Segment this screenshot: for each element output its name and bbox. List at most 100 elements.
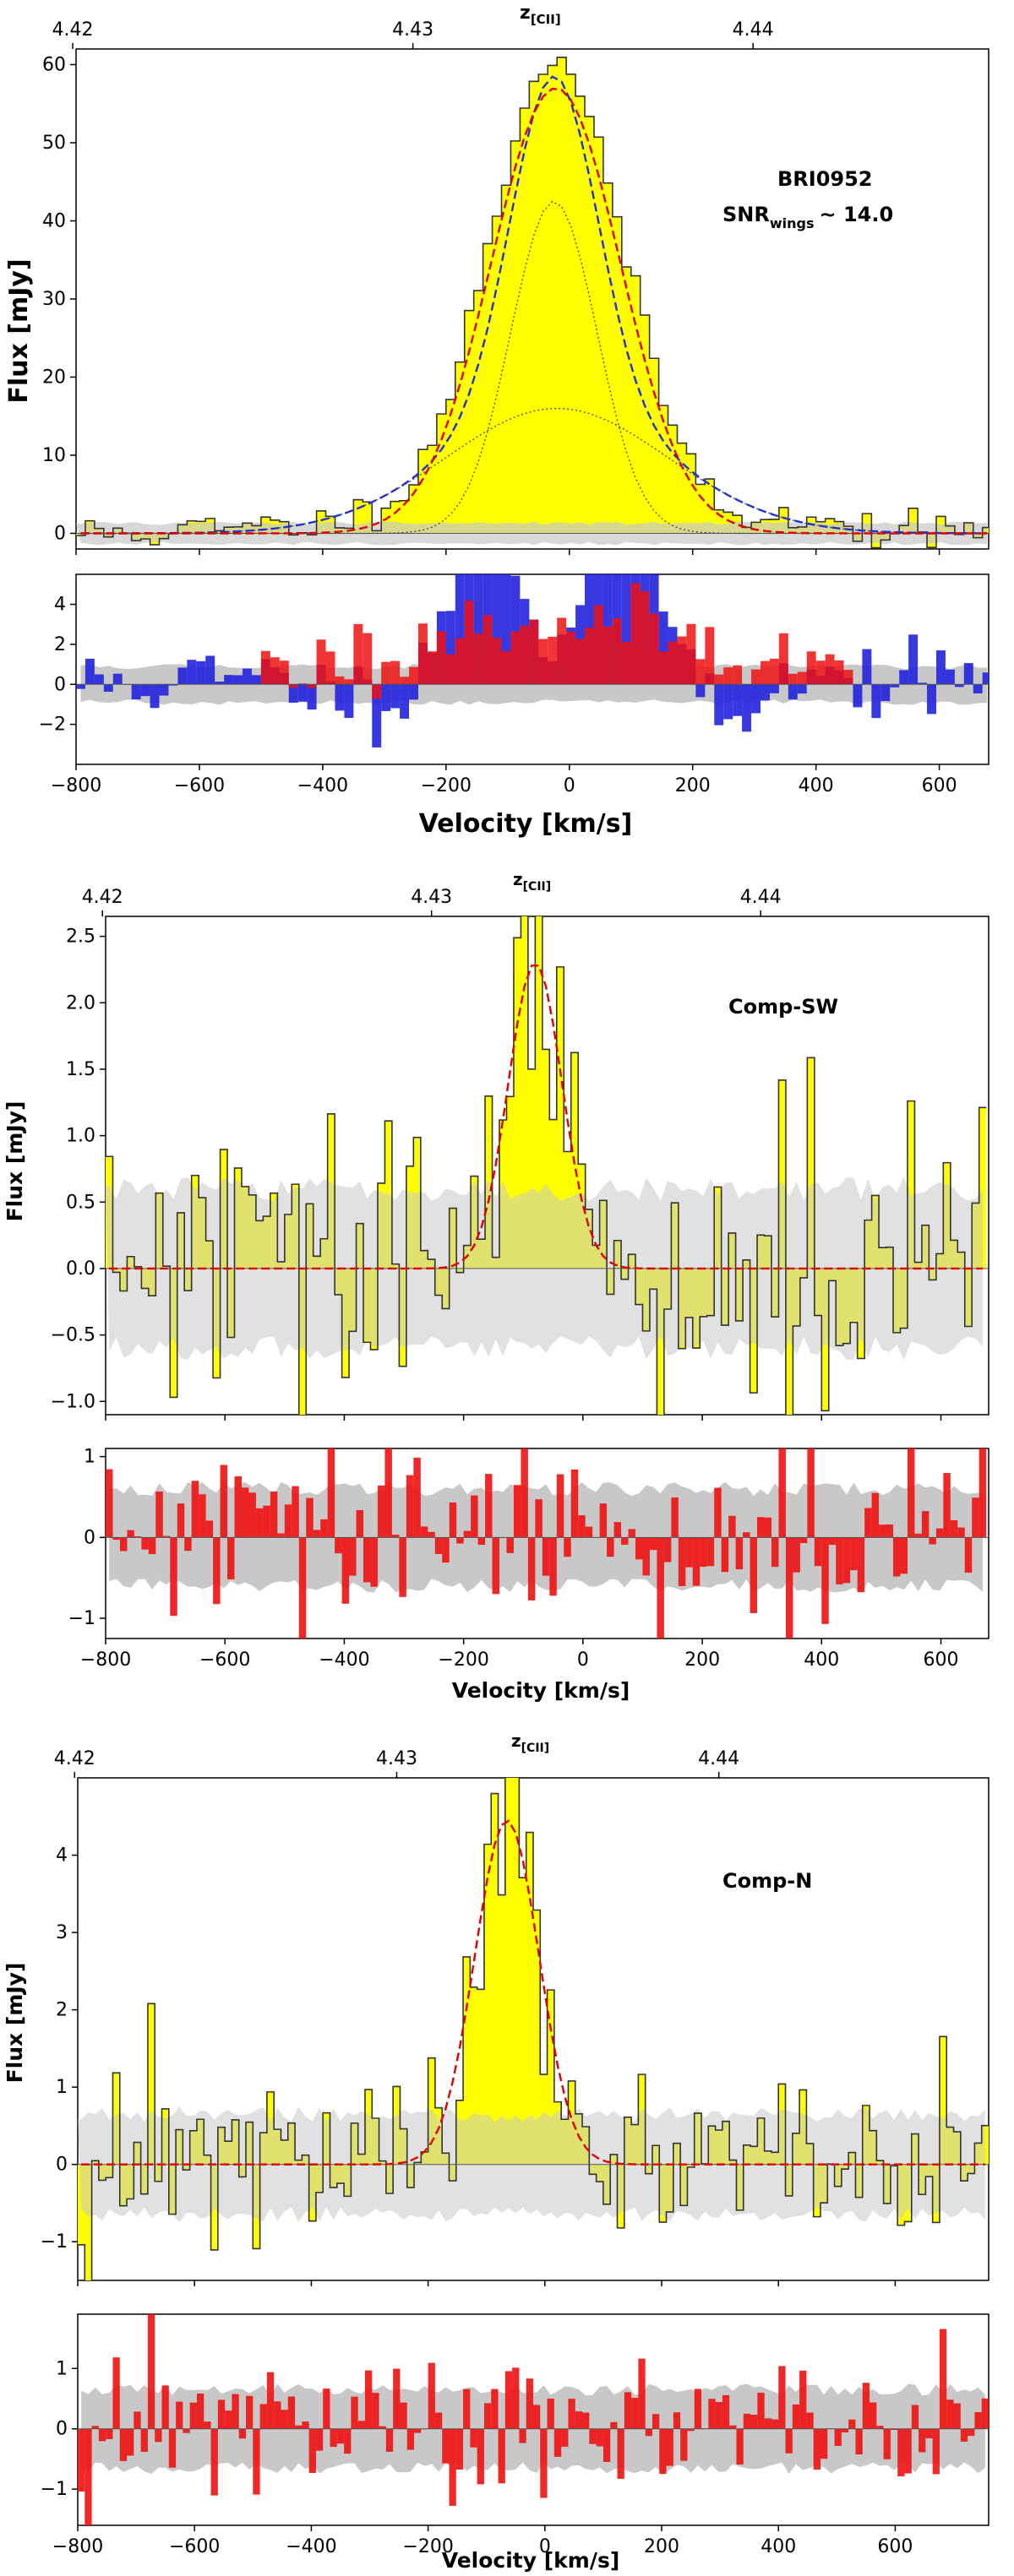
residual-bar xyxy=(694,2389,702,2429)
z-tick-label: 4.43 xyxy=(376,1748,417,1769)
residual-bar xyxy=(813,2428,820,2470)
y-axis-title: Flux [mJy] xyxy=(3,1101,27,1222)
residual-bar xyxy=(220,1465,228,1538)
plot-area xyxy=(78,1778,989,2280)
residual-bar xyxy=(722,2394,730,2429)
residual-bar xyxy=(547,2398,554,2429)
y-tick-label: 20 xyxy=(42,367,66,389)
residual-bar-single-gaussian xyxy=(482,615,493,685)
y-tick-label: −2 xyxy=(39,715,66,736)
residual-bar xyxy=(177,667,188,685)
residual-bar xyxy=(925,2428,933,2438)
residual-bar xyxy=(76,684,85,689)
residual-bar xyxy=(695,684,706,698)
plot-frame xyxy=(75,573,989,765)
residual-bar xyxy=(793,1537,800,1573)
residual-bar-single-gaussian xyxy=(686,623,696,685)
residual-bar xyxy=(434,2412,443,2429)
y-tick-label: 40 xyxy=(42,211,66,232)
residual-bar xyxy=(406,2428,415,2450)
residual-bar-single-gaussian xyxy=(473,633,483,685)
residual-bar xyxy=(356,1509,364,1538)
residual-bar xyxy=(657,1537,664,1639)
residual-bar xyxy=(127,2428,134,2456)
x-tick-label: −600 xyxy=(169,2536,220,2557)
residual-bar xyxy=(932,2428,940,2475)
residual-bar-single-gaussian xyxy=(353,623,363,685)
residual-bar xyxy=(204,2421,211,2429)
residual-bar-single-gaussian xyxy=(445,654,455,685)
residual-bar xyxy=(292,1486,299,1538)
residual-area xyxy=(76,574,989,747)
residual-bar xyxy=(131,684,141,700)
x-tick-label: −800 xyxy=(51,775,101,796)
residual-bar xyxy=(473,574,483,685)
component-label: Comp-SW xyxy=(728,995,838,1019)
residual-bar xyxy=(893,1537,901,1577)
residual-bar xyxy=(964,1537,973,1573)
residual-bar xyxy=(853,684,863,708)
y-tick-label: 60 xyxy=(42,55,66,76)
residual-bar xyxy=(470,2428,477,2448)
residual-bar xyxy=(492,574,502,685)
residual-bar-single-gaussian xyxy=(797,671,807,685)
residual-bar-single-gaussian xyxy=(325,651,335,685)
residual-bar xyxy=(106,1469,113,1538)
residual-bar xyxy=(364,2370,373,2429)
top-axis-title: z[CII] xyxy=(520,3,561,27)
residual-bar-single-gaussian xyxy=(492,638,502,685)
residual-bar xyxy=(384,1448,392,1538)
residual-bar xyxy=(307,684,317,710)
residual-bar xyxy=(621,1537,629,1545)
residual-bar xyxy=(344,684,354,719)
residual-bar xyxy=(455,2428,464,2470)
residual-bar xyxy=(327,1448,335,1538)
residual-bar xyxy=(638,2358,646,2429)
residual-bar-single-gaussian xyxy=(363,633,373,685)
residual-bar xyxy=(578,1515,586,1538)
residual-bar xyxy=(862,2383,870,2429)
residual-bar xyxy=(673,2412,681,2429)
residual-bar xyxy=(315,2428,324,2451)
y-tick-label: 0 xyxy=(84,1527,95,1548)
residual-bar xyxy=(714,684,724,726)
residual-bar xyxy=(521,1448,528,1538)
panel-comp-sw-main-plot: −1.0 −0.5 0.0 0.5 1.0 1.5 2.0 2.5 4.42 4.43 4.44 xyxy=(51,887,989,1421)
residual-bar xyxy=(243,668,252,685)
residual-bar xyxy=(907,1448,915,1538)
residual-bar xyxy=(890,684,900,687)
residual-bar xyxy=(168,2428,177,2468)
residual-bar xyxy=(400,684,410,719)
residual-bar-single-gaussian xyxy=(723,667,733,685)
residual-bar xyxy=(596,2428,603,2447)
residual-bar xyxy=(904,2428,912,2474)
y-tick-label: 30 xyxy=(42,289,66,310)
residual-bar xyxy=(842,1537,851,1584)
residual-bar xyxy=(335,1537,342,1554)
residual-bar xyxy=(140,2428,148,2453)
x-tick-label: −800 xyxy=(52,2536,103,2557)
residual-bar-single-gaussian xyxy=(400,677,410,685)
residual-bar xyxy=(189,2402,197,2429)
residual-bar xyxy=(512,2367,520,2429)
residual-bar-single-gaussian xyxy=(529,619,539,685)
residual-bar xyxy=(150,684,160,709)
residual-bar xyxy=(807,1448,815,1538)
residual-bar xyxy=(320,1519,328,1538)
residual-bar xyxy=(414,2428,422,2433)
residual-bar xyxy=(449,2428,456,2506)
residual-bar-single-gaussian xyxy=(585,628,594,685)
y-tick-label: −1.0 xyxy=(51,1391,95,1412)
flux-histogram-fill xyxy=(76,57,989,548)
residual-bar xyxy=(857,1537,865,1593)
x-axis-title: Velocity [km/s] xyxy=(419,809,633,839)
residual-bar-single-gaussian xyxy=(695,659,706,685)
residual-bar xyxy=(945,669,955,685)
residual-bar-single-gaussian xyxy=(390,660,401,685)
residual-bar xyxy=(159,684,169,696)
residual-bar xyxy=(785,2428,793,2454)
residual-bar xyxy=(161,2385,169,2429)
residual-bar-single-gaussian xyxy=(733,665,743,685)
residual-bar-single-gaussian xyxy=(436,631,446,685)
